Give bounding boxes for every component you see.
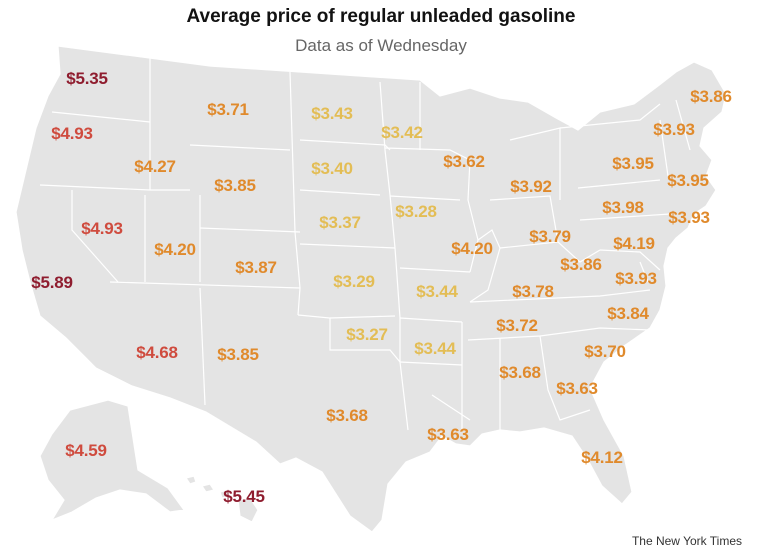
price-label-co: $3.87 [235, 258, 277, 277]
price-label-va: $3.93 [615, 269, 657, 288]
price-label-al: $3.63 [556, 379, 598, 398]
price-label-la: $3.63 [427, 425, 469, 444]
price-label-in: $3.79 [529, 227, 571, 246]
contiguous-us-landmass [15, 45, 727, 533]
price-label-ny: $3.95 [612, 154, 654, 173]
price-label-mi: $3.92 [510, 177, 552, 196]
map-title: Average price of regular unleaded gasoli… [186, 6, 576, 27]
price-label-ak: $4.59 [65, 441, 107, 460]
price-label-tx: $3.68 [326, 406, 368, 425]
price-label-nv: $4.93 [81, 219, 123, 238]
hawaii-islands [185, 475, 259, 523]
price-label-me: $3.86 [690, 87, 732, 106]
price-label-nj: $3.93 [668, 208, 710, 227]
price-label-ne: $3.37 [319, 213, 361, 232]
price-label-fl: $4.12 [581, 448, 623, 467]
price-label-ia: $3.28 [395, 202, 437, 221]
price-label-or: $4.93 [51, 124, 93, 143]
price-label-nc: $3.84 [607, 304, 649, 323]
map-subtitle: Data as of Wednesday [295, 36, 467, 55]
price-label-ut: $4.20 [154, 240, 196, 259]
price-label-mo: $3.44 [416, 282, 458, 301]
price-label-wa: $5.35 [66, 69, 108, 88]
price-label-oh: $3.86 [560, 255, 602, 274]
price-label-il: $4.20 [451, 239, 493, 258]
price-label-ky: $3.78 [512, 282, 554, 301]
price-label-id: $4.27 [134, 157, 176, 176]
price-label-vt: $3.93 [653, 120, 695, 139]
source-credit: The New York Times [631, 534, 742, 548]
price-label-md: $4.19 [613, 234, 655, 253]
price-label-mt: $3.71 [207, 100, 249, 119]
price-label-sd: $3.40 [311, 159, 353, 178]
price-label-ok: $3.27 [346, 325, 388, 344]
price-label-az: $4.68 [136, 343, 178, 362]
price-label-ga: $3.70 [584, 342, 626, 361]
price-label-ms: $3.68 [499, 363, 541, 382]
price-label-ar: $3.44 [414, 339, 456, 358]
price-label-nh: $3.95 [667, 171, 709, 190]
price-label-ks: $3.29 [333, 272, 375, 291]
state-borders [39, 58, 691, 431]
price-label-nm: $3.85 [217, 345, 259, 364]
price-label-wi: $3.62 [443, 152, 485, 171]
price-label-mn: $3.42 [381, 123, 423, 142]
alaska-landmass [39, 399, 186, 522]
price-label-pa: $3.98 [602, 198, 644, 217]
price-label-tn: $3.72 [496, 316, 538, 335]
price-label-wy: $3.85 [214, 176, 256, 195]
price-label-ca: $5.89 [31, 273, 73, 292]
price-label-hi: $5.45 [223, 487, 265, 506]
price-label-nd: $3.43 [311, 104, 353, 123]
